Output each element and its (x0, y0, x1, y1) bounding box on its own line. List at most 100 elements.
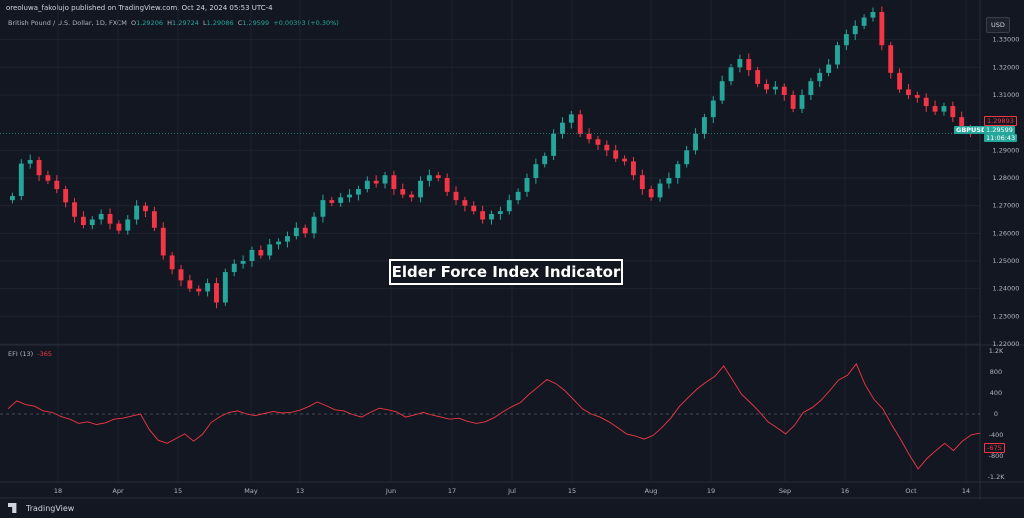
tradingview-logo[interactable]: TradingView (8, 503, 74, 513)
candle-body (178, 269, 184, 281)
time-tick-label: 15 (568, 487, 576, 495)
candle-body (400, 189, 406, 195)
candle-body (329, 200, 335, 203)
candle-body (489, 213, 494, 220)
candle-body (444, 178, 450, 192)
time-tick-label: 18 (54, 487, 62, 495)
tradingview-icon (8, 503, 17, 513)
candle-body (453, 191, 459, 201)
price-tick-label: 1.26000 (993, 229, 1020, 237)
candle-body (72, 202, 77, 217)
time-tick-label: 16 (841, 487, 849, 495)
candle-body (639, 175, 645, 190)
currency-button[interactable]: USD (986, 17, 1010, 33)
candle-body (577, 114, 583, 134)
candle-body (719, 81, 725, 101)
candle-body (737, 59, 743, 68)
candle-body (835, 45, 840, 65)
candle-body (515, 191, 521, 201)
candle-body (959, 117, 965, 129)
change-value: +0.00393 (+0.30%) (273, 19, 339, 27)
candle-body (675, 164, 681, 178)
candle-body (107, 213, 113, 224)
price-tick-label: 1.24000 (993, 285, 1020, 293)
candle-body (932, 106, 938, 112)
price-tick-label: 1.31000 (993, 91, 1020, 99)
candle-body (480, 211, 486, 220)
candle-body (622, 158, 628, 162)
candle-body (897, 72, 903, 90)
prev-close-tag: 1.29893 (984, 116, 1017, 126)
price-tick-label: 1.22000 (993, 340, 1020, 348)
candle-body (746, 59, 752, 71)
efi-value: -365 (37, 350, 53, 358)
candle-body (941, 106, 947, 112)
candle-body (27, 160, 33, 164)
candle-body (80, 216, 86, 226)
time-tick-label: 19 (707, 487, 715, 495)
candle-body (116, 223, 122, 231)
time-tick-label: Jun (385, 487, 396, 495)
candle-body (772, 86, 778, 90)
candle-body (54, 180, 60, 190)
price-tick-label: 1.23000 (993, 312, 1020, 320)
candle-body (542, 155, 548, 165)
candle-body (311, 216, 317, 234)
candle-body (347, 194, 352, 198)
candle-body (666, 178, 672, 184)
candle-body (701, 117, 707, 134)
candle-body (169, 255, 175, 270)
candle-body (657, 183, 663, 198)
candle-body (45, 175, 51, 181)
efi-current-tag: -675 (984, 443, 1005, 453)
candle-body (231, 263, 237, 273)
candle-body (249, 249, 255, 261)
time-tick-label: Aug (645, 487, 658, 495)
candle-body (471, 205, 477, 212)
efi-tick-label: -400 (989, 431, 1004, 439)
candle-body (923, 97, 929, 107)
candle-body (684, 150, 690, 165)
brand-label: TradingView (26, 503, 75, 513)
candle-body (355, 189, 361, 195)
last-price-tag: 1.29599 (984, 126, 1015, 134)
candle-body (293, 227, 299, 237)
bar-countdown: 11:06:43 (984, 134, 1018, 142)
candle-body (320, 200, 326, 217)
candle-body (9, 195, 15, 201)
candle-body (781, 86, 787, 95)
candle-body (879, 12, 885, 46)
candle-body (648, 189, 654, 198)
published-by: oreoluwa_fakolujo published on TradingVi… (6, 4, 273, 12)
price-tick-label: 1.29000 (993, 146, 1020, 154)
candle-body (693, 133, 698, 151)
price-tick-label: 1.28000 (993, 174, 1020, 182)
candle-body (338, 197, 344, 203)
candle-body (861, 17, 867, 26)
candle-body (409, 194, 415, 198)
candle-body (808, 81, 814, 95)
candle-body (125, 219, 131, 231)
symbol-name: British Pound / U.S. Dollar, 1D, FXCM (8, 19, 127, 27)
efi-line (7, 362, 981, 470)
efi-tick-label: -800 (989, 452, 1004, 460)
time-tick-label: 15 (174, 487, 182, 495)
candle-body (843, 34, 849, 46)
candle-body (134, 205, 140, 220)
candle-body (764, 83, 769, 90)
candle-body (18, 163, 24, 196)
open-value: 1.29206 (136, 19, 163, 27)
low-value: 1.29086 (206, 19, 234, 27)
symbol-legend: British Pound / U.S. Dollar, 1D, FXCM O1… (8, 19, 339, 27)
candle-body (151, 211, 157, 228)
efi-tick-label: 1.2K (989, 347, 1004, 355)
time-tick-label: 13 (296, 487, 304, 495)
candle-body (604, 144, 610, 151)
time-tick-label: 17 (448, 487, 456, 495)
price-tick-label: 1.32000 (993, 63, 1020, 71)
candle-body (755, 70, 761, 84)
candle-body (497, 211, 503, 214)
price-tick-label: 1.27000 (993, 202, 1020, 210)
candle-body (560, 122, 565, 134)
